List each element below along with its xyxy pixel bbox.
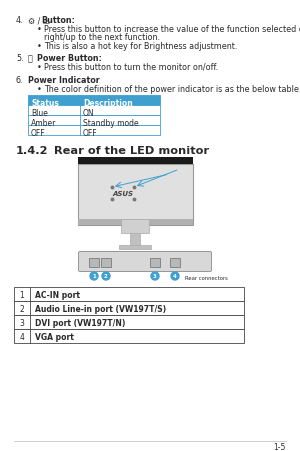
Text: 6.: 6. xyxy=(16,76,23,85)
Text: 2: 2 xyxy=(104,274,108,279)
Circle shape xyxy=(171,272,179,281)
Text: Audio Line-in port (VW197T/S): Audio Line-in port (VW197T/S) xyxy=(35,304,166,313)
Bar xyxy=(89,258,99,267)
Circle shape xyxy=(151,272,159,281)
Bar xyxy=(14,301,244,315)
FancyBboxPatch shape xyxy=(79,252,212,272)
Bar xyxy=(14,315,244,329)
Bar xyxy=(77,158,193,165)
Bar xyxy=(28,116,160,126)
Text: Press this button to turn the monitor on/off.: Press this button to turn the monitor on… xyxy=(44,63,218,72)
Text: ON: ON xyxy=(83,108,94,117)
Text: OFF: OFF xyxy=(31,128,46,137)
Text: 1.4.2: 1.4.2 xyxy=(16,146,49,156)
Bar xyxy=(150,258,160,267)
Text: •: • xyxy=(37,42,42,51)
Text: •: • xyxy=(37,85,42,94)
Text: The color definition of the power indicator is as the below table.: The color definition of the power indica… xyxy=(44,85,300,94)
Text: Screw Holes for: Screw Holes for xyxy=(147,168,188,173)
Text: AC-IN port: AC-IN port xyxy=(35,290,80,299)
Text: Description: Description xyxy=(83,98,133,107)
Text: Rear connectors: Rear connectors xyxy=(185,276,228,281)
Text: 4: 4 xyxy=(20,332,24,341)
Bar xyxy=(121,220,149,234)
Text: ⏻: ⏻ xyxy=(28,54,33,63)
Bar xyxy=(28,126,160,136)
Text: Standby mode: Standby mode xyxy=(83,118,139,127)
Text: DVI port (VW197T/N): DVI port (VW197T/N) xyxy=(35,318,125,327)
Text: Blue: Blue xyxy=(31,108,48,117)
Circle shape xyxy=(102,272,110,281)
Text: 1: 1 xyxy=(20,290,24,299)
Text: 1: 1 xyxy=(92,274,96,279)
Bar xyxy=(170,258,180,267)
Text: VESA Wall Mount: VESA Wall Mount xyxy=(142,173,188,178)
Bar xyxy=(14,287,244,301)
Text: 2: 2 xyxy=(20,304,24,313)
Text: 4.: 4. xyxy=(16,16,23,25)
Bar xyxy=(28,106,160,116)
Text: 5.: 5. xyxy=(16,54,24,63)
Bar xyxy=(77,165,193,226)
Text: 3: 3 xyxy=(20,318,24,327)
Text: VGA port: VGA port xyxy=(35,332,74,341)
Text: 4: 4 xyxy=(173,274,177,279)
Bar xyxy=(119,245,151,249)
Text: •: • xyxy=(37,63,42,72)
Text: Button:: Button: xyxy=(41,16,75,25)
Text: OFF: OFF xyxy=(83,128,98,137)
Text: •: • xyxy=(37,25,42,34)
Bar xyxy=(77,220,193,226)
Bar xyxy=(28,96,160,106)
Circle shape xyxy=(90,272,98,281)
Text: right/up to the next function.: right/up to the next function. xyxy=(44,33,160,42)
Text: 3: 3 xyxy=(153,274,157,279)
Text: This is also a hot key for Brightness adjustment.: This is also a hot key for Brightness ad… xyxy=(44,42,237,51)
Text: Status: Status xyxy=(31,98,59,107)
Text: Power Indicator: Power Indicator xyxy=(28,76,100,85)
Text: ⚙ / ⚠: ⚙ / ⚠ xyxy=(28,16,50,25)
Bar xyxy=(130,226,140,245)
Text: Press this button to increase the value of the function selected or move: Press this button to increase the value … xyxy=(44,25,300,34)
Text: 1-5: 1-5 xyxy=(274,442,286,451)
Bar xyxy=(14,329,244,343)
Text: Rear of the LED monitor: Rear of the LED monitor xyxy=(54,146,209,156)
Text: Power Button:: Power Button: xyxy=(37,54,102,63)
Bar xyxy=(101,258,111,267)
Text: Amber: Amber xyxy=(31,118,56,127)
Text: ASUS: ASUS xyxy=(112,191,134,197)
